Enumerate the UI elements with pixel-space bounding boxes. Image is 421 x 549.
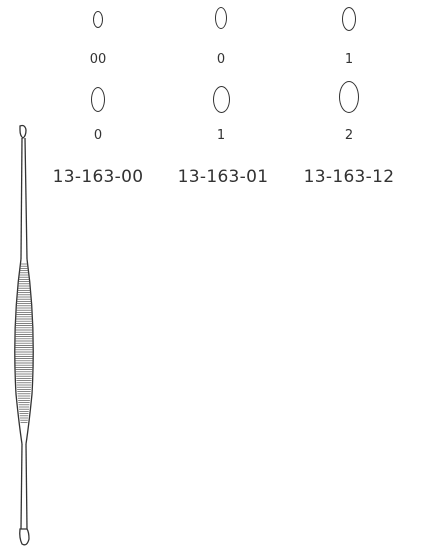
catalog-number-1: 13-163-00	[52, 167, 144, 187]
row1-size-label-2: 0	[216, 52, 226, 67]
row1-size-label-1: 00	[89, 52, 107, 67]
row2-size-label-2: 1	[216, 128, 226, 143]
catalog-number-2: 13-163-01	[177, 167, 269, 187]
cup-size-2-icon	[339, 81, 359, 113]
row2-size-label-1: 0	[93, 128, 103, 143]
cup-size-0-icon	[91, 87, 105, 112]
cup-size-0-icon	[215, 7, 227, 29]
catalog-number-3: 13-163-12	[303, 167, 395, 187]
row1-size-label-3: 1	[344, 52, 354, 67]
cup-size-00-icon	[93, 11, 103, 28]
cup-size-1-icon	[213, 86, 230, 113]
row2-size-label-3: 2	[344, 128, 354, 143]
cup-size-1-icon	[342, 7, 356, 31]
double-ended-curette-icon	[14, 124, 34, 546]
